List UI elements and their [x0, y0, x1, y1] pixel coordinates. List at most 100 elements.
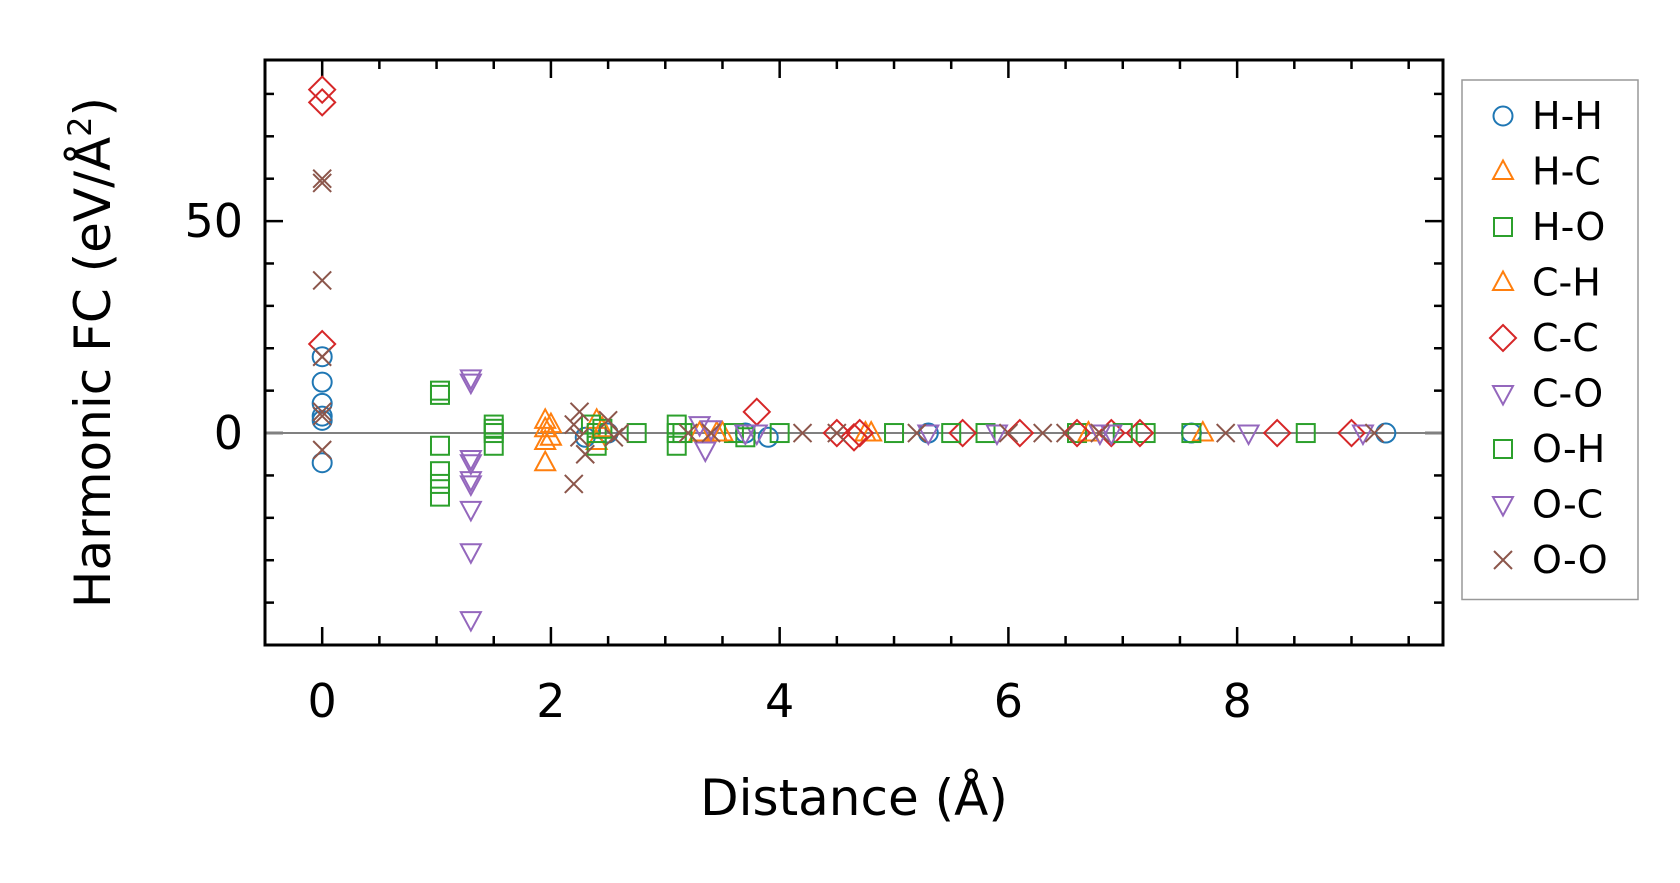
data-point [733, 424, 758, 447]
series-c-c-points [307, 75, 1366, 452]
data-point [311, 346, 333, 368]
axis-ticks [263, 60, 1443, 647]
y-axis-label-main: Harmonic FC (eV/Å [64, 137, 122, 608]
y-axis-label-superscript: 2 [61, 116, 99, 136]
data-point [459, 454, 483, 476]
data-point [1215, 423, 1236, 443]
x-tick-label: 2 [536, 674, 565, 728]
legend-label: H-H [1532, 94, 1603, 138]
legend-marker [1493, 439, 1513, 459]
legend-marker [1493, 550, 1513, 570]
x-tick-label: 8 [1222, 674, 1251, 728]
data-point [459, 611, 483, 633]
data-point [1364, 423, 1385, 443]
data-point [1005, 418, 1035, 448]
data-point [1295, 423, 1316, 444]
series-h-o-points [429, 380, 1316, 507]
data-point [1262, 418, 1292, 448]
series-o-h-points [483, 418, 1202, 448]
data-point [626, 423, 647, 444]
data-point [1337, 418, 1366, 448]
series-o-c-points [459, 373, 1375, 633]
data-point [672, 423, 693, 444]
data-point [742, 397, 772, 427]
legend-marker [1491, 158, 1515, 180]
data-point [533, 407, 557, 429]
data-point [745, 424, 769, 447]
legend-marker [1491, 385, 1515, 407]
legend: H-H H-C H-O C-H C-C C-O O-H O-C O-O [1461, 79, 1639, 601]
data-point [687, 419, 712, 442]
data-point [307, 87, 337, 117]
series-o-o-points [312, 168, 1385, 494]
data-point [483, 418, 504, 439]
data-point [604, 427, 624, 447]
data-point [1067, 423, 1088, 444]
data-point [1112, 423, 1133, 444]
legend-label: O-H [1532, 427, 1605, 471]
data-point [1062, 418, 1092, 448]
data-point [907, 423, 927, 443]
data-point [845, 418, 875, 448]
data-point [1375, 422, 1397, 444]
legend-label: H-C [1532, 150, 1601, 194]
data-point [429, 486, 450, 507]
data-point [539, 411, 563, 434]
data-point [1088, 424, 1112, 447]
data-point [564, 474, 584, 494]
data-point [575, 444, 595, 464]
data-point [312, 440, 332, 460]
legend-label: O-O [1532, 538, 1608, 582]
data-point [985, 424, 1009, 447]
legend-label: C-C [1532, 316, 1599, 360]
data-point [666, 435, 687, 456]
data-point [948, 418, 978, 448]
tick-labels: 0 2 4 6 8 0 50 [184, 194, 1251, 728]
data-point [769, 423, 790, 444]
data-point [1135, 423, 1156, 444]
data-point [483, 435, 504, 456]
data-point [312, 347, 332, 367]
legend-label: H-O [1532, 205, 1605, 249]
data-point [693, 441, 717, 464]
y-axis-label: Harmonic FC (eV/Å2) [61, 97, 122, 608]
data-point [312, 173, 332, 193]
data-point [429, 384, 450, 405]
x-tick-label: 4 [765, 674, 794, 728]
series-h-h-points [311, 346, 1397, 474]
data-point [311, 371, 333, 393]
data-point [592, 418, 613, 439]
legend-marker [1488, 323, 1518, 353]
data-point [998, 423, 1019, 443]
data-point [723, 423, 744, 444]
legend-marker [1492, 105, 1514, 127]
data-point [312, 406, 332, 426]
data-point [757, 426, 779, 448]
y-axis-label-close: ) [64, 97, 122, 117]
series-c-o-points [459, 369, 1112, 565]
legend-label: C-O [1532, 372, 1603, 416]
data-point [533, 449, 557, 472]
data-point [539, 424, 563, 446]
plot-area-frame [263, 58, 1445, 647]
data-point [1351, 424, 1375, 447]
data-point [1090, 423, 1110, 443]
data-point [459, 369, 483, 392]
data-point [1181, 423, 1202, 444]
legend-marker [1493, 217, 1513, 237]
data-point [609, 423, 630, 443]
legend-label: C-H [1532, 261, 1601, 305]
y-tick-label: 0 [214, 406, 243, 460]
data-point [1236, 424, 1261, 447]
data-points [307, 75, 1397, 633]
legend-marker [1491, 269, 1515, 291]
data-point [459, 543, 483, 565]
data-point [533, 428, 557, 451]
data-point [678, 423, 698, 443]
legend-marker [1491, 496, 1515, 518]
data-point [569, 427, 590, 447]
data-point [459, 500, 483, 523]
data-point [429, 461, 450, 482]
data-point [312, 402, 332, 422]
